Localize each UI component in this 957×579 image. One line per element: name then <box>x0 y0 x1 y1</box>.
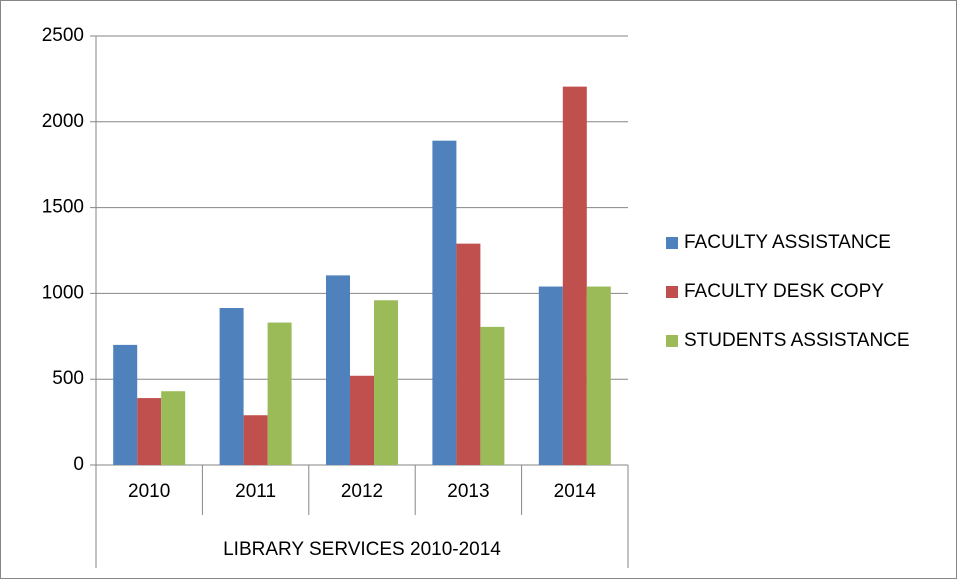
bar <box>267 322 292 465</box>
y-tick-label: 2500 <box>42 25 84 46</box>
y-tick-label: 1000 <box>42 282 84 303</box>
x-tick-label: 2012 <box>341 481 383 502</box>
bar <box>538 286 563 465</box>
y-tick-label: 500 <box>52 368 84 389</box>
bar <box>374 300 398 465</box>
x-tick-label: 2014 <box>554 481 597 502</box>
bar <box>113 344 138 465</box>
x-axis-title: LIBRARY SERVICES 2010-2014 <box>223 539 501 560</box>
bar <box>243 415 268 465</box>
x-tick-label: 2013 <box>447 481 489 502</box>
bar <box>432 140 457 465</box>
bar <box>456 243 481 465</box>
bar <box>219 307 244 465</box>
x-tick-label: 2011 <box>235 481 276 502</box>
legend-swatch <box>666 335 678 347</box>
y-tick-label: 2000 <box>42 111 84 132</box>
bar <box>562 86 587 465</box>
legend-label: FACULTY ASSISTANCE <box>684 232 891 253</box>
legend-label: STUDENTS ASSISTANCE <box>684 330 910 351</box>
bar <box>161 391 186 465</box>
bar <box>137 398 162 465</box>
x-tick-label: 2010 <box>128 481 170 502</box>
bar <box>350 375 374 465</box>
legend-label: FACULTY DESK COPY <box>684 281 884 302</box>
bar <box>586 286 611 465</box>
y-tick-label: 1500 <box>42 197 84 218</box>
legend-swatch <box>666 286 678 298</box>
y-tick-label: 0 <box>73 454 84 475</box>
legend-swatch <box>666 237 678 249</box>
bar <box>480 326 505 465</box>
bar <box>326 275 350 465</box>
